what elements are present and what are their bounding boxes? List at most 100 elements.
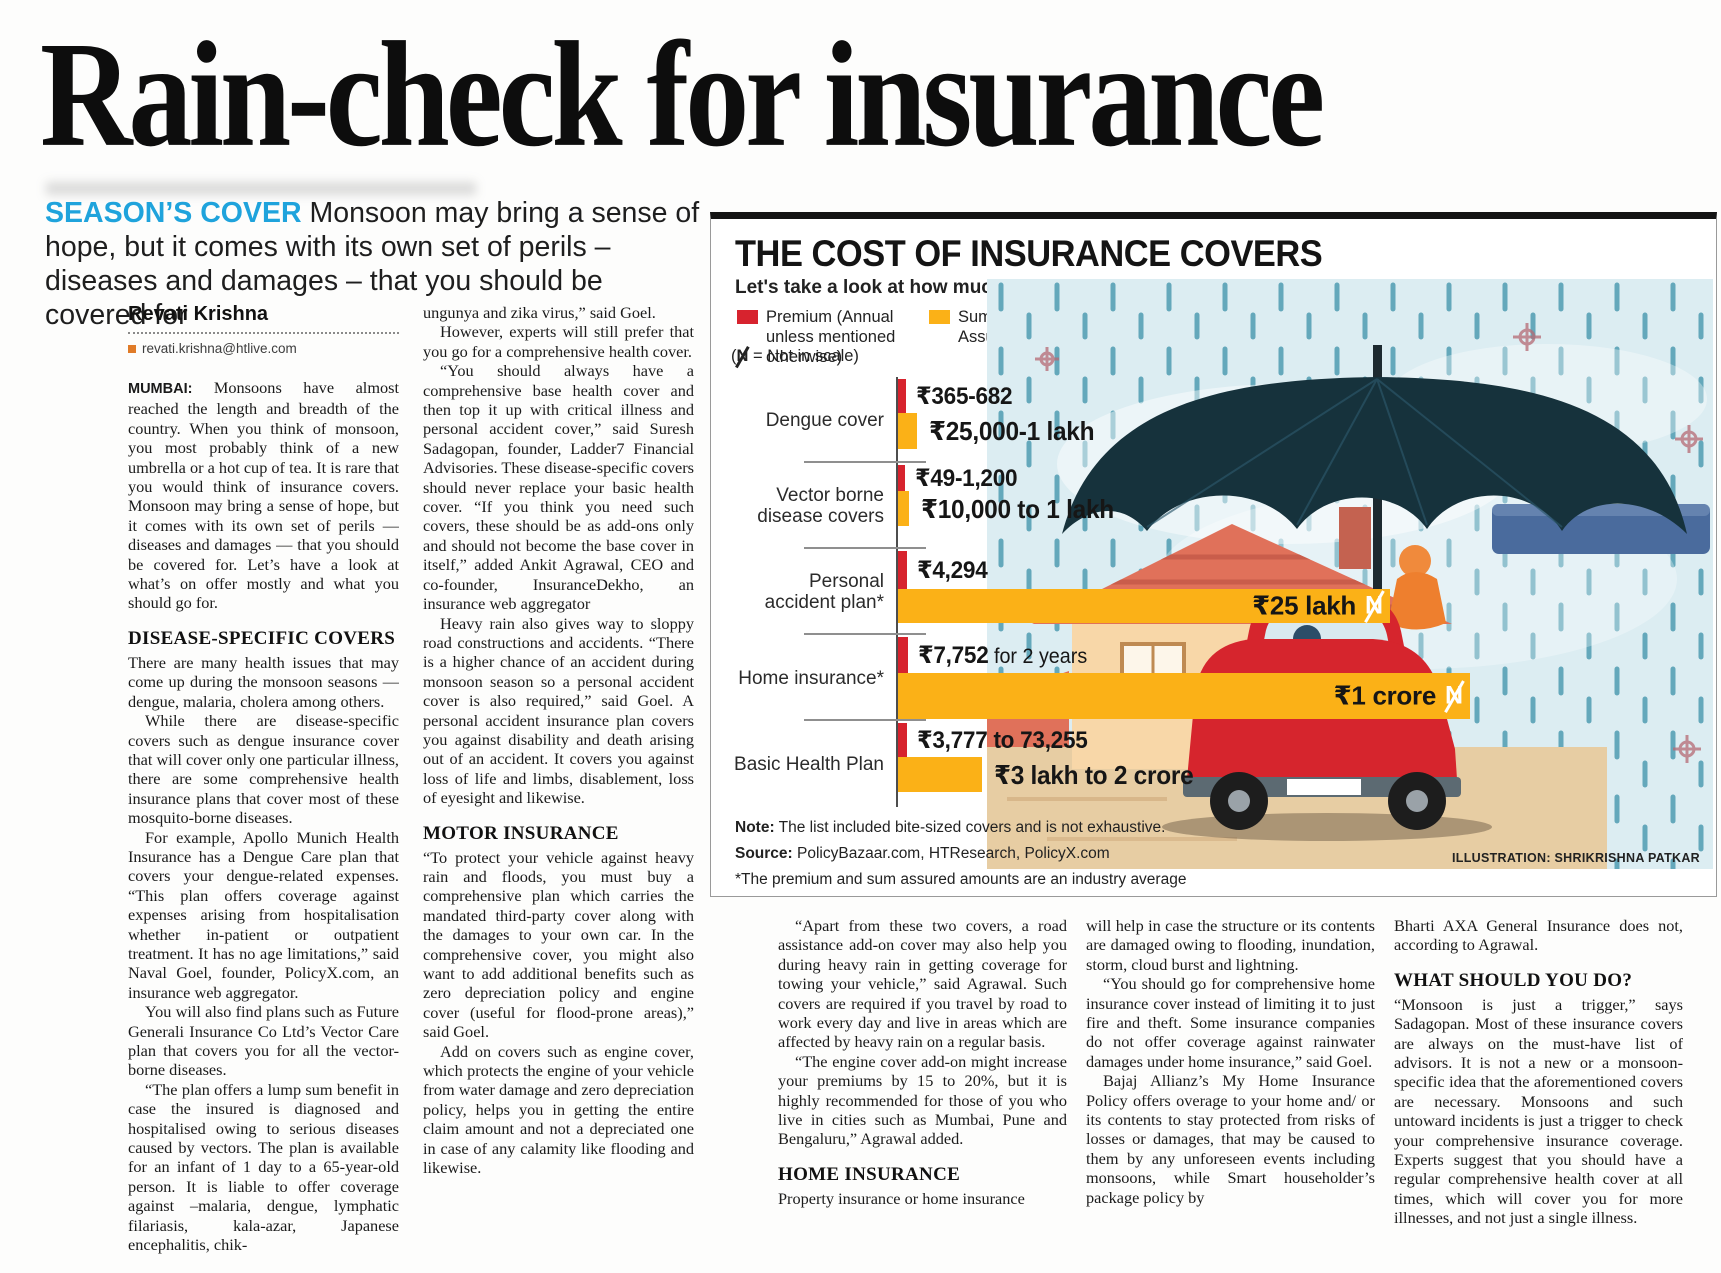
- standfirst-text: Monsoon may bring a sense of hope, but i…: [45, 197, 700, 331]
- byline-author: Revati Krishna: [128, 303, 269, 325]
- article-column-4: will help in case the structure or its c…: [1086, 916, 1375, 1271]
- row-divider: [804, 461, 926, 463]
- article-paragraph: Property insurance or home insurance: [778, 1188, 1025, 1208]
- article-paragraph: However, experts will still prefer that …: [423, 322, 694, 361]
- row-divider: [804, 719, 926, 721]
- premium-bar: [898, 723, 907, 757]
- article-paragraph: While there are disease-specific covers …: [128, 711, 399, 828]
- premium-bar: [898, 637, 908, 673]
- article-column-3: “Apart from these two covers, a road ass…: [778, 916, 1067, 1271]
- legend-premium-label: Premium (Annual unless mentioned otherwi…: [766, 308, 896, 366]
- sum-assured-bar: ₹25 lakh N: [898, 589, 1390, 623]
- article-paragraph: Bajaj Allianz’s My Home Insurance Policy…: [1086, 1071, 1375, 1207]
- premium-bar: [898, 465, 905, 491]
- premium-value: ₹4,294: [917, 557, 988, 584]
- chart-rows: Dengue cover ₹365-682 ₹25,000-1 lakh Vector…: [733, 377, 1508, 807]
- article-paragraph: “The plan offers a lump sum benefit in c…: [128, 1079, 399, 1255]
- section-subhead: WHAT SHOULD YOU DO?: [1394, 969, 1633, 991]
- chart-title: THE COST OF INSURANCE COVERS: [735, 233, 1323, 274]
- umbrella-icon: [1062, 345, 1687, 743]
- article-paragraph: “Apart from these two covers, a road ass…: [778, 916, 1067, 1052]
- article-paragraph: MUMBAI: Monsoons have almost reached the…: [128, 378, 399, 613]
- monsoon-illustration: [987, 279, 1713, 869]
- article-paragraph: “To protect your vehicle against heavy r…: [423, 847, 694, 1042]
- virus-doodles: [1035, 323, 1703, 763]
- category-label: Basic Health Plan: [734, 753, 884, 775]
- sum-assured-value: ₹1 crore: [1333, 680, 1437, 711]
- sum-assured-value: ₹10,000 to 1 lakh: [921, 493, 1114, 524]
- section-subhead: DISEASE-SPECIFIC COVERS: [128, 627, 396, 649]
- premium-bar: [898, 551, 907, 589]
- article-paragraph: Heavy rain also gives way to sloppy road…: [423, 613, 694, 808]
- sum-swatch-icon: [929, 310, 950, 324]
- category-label: Vector borne disease covers: [757, 485, 884, 527]
- bar-area: ₹49-1,200 ₹10,000 to 1 lakh: [896, 463, 1508, 549]
- sum-assured-bar: [898, 413, 917, 449]
- chart-row: Home insurance* ₹7,752 for 2 years ₹1 cror…: [733, 635, 1508, 721]
- byline-email[interactable]: revati.krishna@htlive.com: [142, 341, 297, 356]
- category-label: Dengue cover: [765, 409, 884, 431]
- article-paragraph: Bharti AXA General Insurance does not, a…: [1394, 916, 1683, 955]
- standfirst: SEASON’S COVER Monsoon may bring a sense…: [45, 196, 705, 332]
- category-label: Home insurance*: [738, 667, 884, 689]
- infographic: THE COST OF INSURANCE COVERS Let's take …: [710, 212, 1717, 897]
- chart-source: Source: PolicyBazaar.com, HTResearch, Po…: [735, 845, 1110, 862]
- bar-area: ₹7,752 for 2 years ₹1 crore N: [896, 635, 1508, 721]
- chart-row: Personal accident plan* ₹4,294 ₹25 lakh N: [733, 549, 1508, 635]
- premium-value: ₹365-682: [916, 383, 1013, 410]
- chart-footnote: *The premium and sum assured amounts are…: [735, 871, 1187, 888]
- article-left-columns: Revati Krishna revati.krishna@htlive.com…: [128, 303, 694, 1271]
- break-symbol-icon: N: [1364, 591, 1383, 620]
- article-column-5: Bharti AXA General Insurance does not, a…: [1394, 916, 1683, 1271]
- sum-assured-bar: ₹1 crore N: [898, 673, 1470, 719]
- section-subhead: HOME INSURANCE: [778, 1163, 961, 1185]
- byline: Revati Krishna revati.krishna@htlive.com: [128, 303, 399, 356]
- sum-assured-value: ₹25 lakh: [1252, 590, 1356, 621]
- not-in-scale-note: (N = Not in scale): [731, 347, 859, 365]
- premium-value: ₹49-1,200: [915, 465, 1018, 492]
- column-1-body: MUMBAI: Monsoons have almost reached the…: [128, 378, 399, 1254]
- main-headline: Rain-check for insurance: [40, 10, 1325, 178]
- byline-email-row: revati.krishna@htlive.com: [128, 341, 399, 356]
- article-column-2: ungunya and zika virus,” said Goel. Howev…: [423, 303, 694, 1271]
- article-paragraph: ungunya and zika virus,” said Goel.: [423, 303, 656, 322]
- break-symbol-icon: N: [1444, 681, 1463, 710]
- bar-area: ₹365-682 ₹25,000-1 lakh: [896, 377, 1508, 463]
- article-paragraph: There are many health issues that may co…: [128, 652, 399, 711]
- premium-value: ₹3,777 to 73,255: [917, 727, 1088, 754]
- sum-assured-value: ₹3 lakh to 2 crore: [994, 759, 1194, 790]
- bullet-icon: [128, 344, 136, 353]
- sum-assured-bar: [898, 491, 909, 526]
- article-column-1: Revati Krishna revati.krishna@htlive.com…: [128, 303, 399, 1271]
- kicker: SEASON’S COVER: [45, 197, 302, 229]
- bar-area: ₹4,294 ₹25 lakh N: [896, 549, 1508, 635]
- chart-row: Basic Health Plan ₹3,777 to 73,255 ₹3 lakh…: [733, 721, 1508, 807]
- article-bottom-columns: “Apart from these two covers, a road ass…: [778, 916, 1703, 1271]
- premium-value: ₹7,752 for 2 years: [918, 642, 1088, 669]
- premium-swatch-icon: [737, 310, 758, 324]
- category-label: Personal accident plan*: [764, 571, 884, 613]
- sign-board: [1492, 504, 1710, 554]
- legend-premium: Premium (Annual unless mentioned otherwi…: [737, 307, 928, 367]
- article-paragraph: For example, Apollo Munich Health Insura…: [128, 827, 399, 1002]
- bar-area: ₹3,777 to 73,255 ₹3 lakh to 2 crore: [896, 721, 1508, 807]
- sum-assured-bar: [898, 757, 982, 792]
- article-paragraph: will help in case the structure or its c…: [1086, 916, 1375, 974]
- article-paragraph: “You should always have a comprehensive …: [423, 361, 694, 614]
- article-paragraph: “The engine cover add-on might increase …: [778, 1051, 1067, 1149]
- article-paragraph: You will also find plans such as Future …: [128, 1002, 399, 1080]
- chart-row: Vector borne disease covers ₹49-1,200 ₹10,…: [733, 463, 1508, 549]
- print-artifact: [46, 182, 476, 195]
- section-subhead: MOTOR INSURANCE: [423, 822, 619, 844]
- byline-row: Revati Krishna: [128, 303, 399, 334]
- break-symbol-icon: N: [736, 347, 749, 365]
- person-icon: [1388, 545, 1446, 630]
- chart-row: Dengue cover ₹365-682 ₹25,000-1 lakh: [733, 377, 1508, 463]
- dateline: MUMBAI:: [128, 381, 214, 397]
- row-divider: [804, 547, 926, 549]
- article-paragraph: Add on covers such as engine cover, whic…: [423, 1041, 694, 1178]
- article-paragraph: “Monsoon is just a trigger,” says Sadago…: [1394, 994, 1683, 1228]
- illustration-credit: ILLUSTRATION: SHRIKRISHNA PATKAR: [1451, 851, 1700, 865]
- sum-assured-value: ₹25,000-1 lakh: [929, 416, 1095, 446]
